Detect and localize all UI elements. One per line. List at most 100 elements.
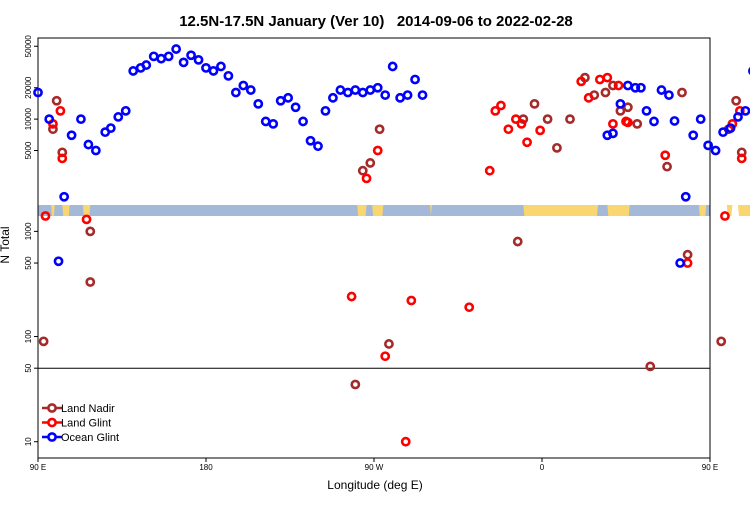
ocean-glint-point xyxy=(44,114,55,125)
ocean-glint-point xyxy=(380,90,391,100)
ocean-glint-point xyxy=(290,102,301,113)
ocean-glint-point xyxy=(245,85,256,95)
ocean-glint-point xyxy=(675,258,686,268)
y-tick-label: 1000 xyxy=(24,222,33,240)
ocean-glint-point xyxy=(163,51,174,62)
land-segment xyxy=(82,205,91,216)
ocean-glint-point xyxy=(230,87,241,98)
land-glint-point xyxy=(372,145,383,156)
ocean-glint-point xyxy=(636,82,646,93)
x-tick-label: 180 xyxy=(199,463,213,472)
land-glint-point xyxy=(400,436,411,447)
ocean-glint-point xyxy=(186,50,196,61)
land-segment xyxy=(607,205,630,216)
land-glint-point xyxy=(682,258,693,268)
ocean-glint-point xyxy=(703,140,714,151)
land-glint-point xyxy=(535,125,546,136)
y-axis-label: N Total xyxy=(0,226,12,263)
land-nadir-point xyxy=(662,161,672,172)
ocean-glint-point xyxy=(410,74,420,85)
chart-title: 12.5N-17.5N January (Ver 10) 2014-09-06 … xyxy=(179,13,573,30)
x-tick-label: 90 W xyxy=(365,463,384,472)
ocean-glint-point xyxy=(141,60,152,70)
land-nadir-point xyxy=(622,102,633,113)
land-segment xyxy=(523,205,598,216)
land-nadir-point xyxy=(374,124,385,135)
ocean-glint-point xyxy=(283,92,294,103)
ocean-glint-point xyxy=(90,145,101,156)
ocean-glint-point xyxy=(305,135,316,146)
land-nadir-point xyxy=(51,95,62,106)
ocean-glint-point xyxy=(83,139,94,150)
land-nadir-point xyxy=(85,226,96,237)
ocean-glint-point xyxy=(275,95,286,106)
y-tick-label: 50 xyxy=(24,363,33,372)
legend-label-land-glint: Land Glint xyxy=(61,418,111,430)
ocean-glint-point xyxy=(656,85,667,95)
land-nadir-point xyxy=(350,379,361,390)
ocean-glint-point xyxy=(298,116,308,127)
land-glint-point xyxy=(81,214,92,225)
y-tick-label: 10 xyxy=(24,437,33,446)
ocean-glint-point xyxy=(208,66,219,76)
land-glint-point xyxy=(510,114,521,125)
ocean-glint-point xyxy=(740,105,750,116)
land-nadir-point xyxy=(512,236,523,247)
ocean-glint-point xyxy=(357,87,368,98)
land-glint-point xyxy=(380,351,391,362)
ocean-glint-point xyxy=(328,92,338,103)
land-glint-point xyxy=(522,137,532,148)
plot-frame xyxy=(37,37,711,459)
ocean-glint-point xyxy=(335,85,346,95)
land-segment xyxy=(698,205,707,216)
land-glint-point xyxy=(660,150,671,161)
ocean-glint-point xyxy=(171,44,182,54)
land-glint-point xyxy=(361,173,372,184)
land-nadir-point xyxy=(542,114,553,125)
ocean-glint-point xyxy=(66,130,77,141)
land-segment xyxy=(372,205,384,216)
land-nadir-point xyxy=(565,114,575,125)
ocean-glint-point xyxy=(105,123,116,133)
land-segment xyxy=(51,205,55,216)
ocean-glint-point xyxy=(615,98,626,109)
ocean-glint-point xyxy=(733,112,743,122)
y-tick-label: 5000 xyxy=(24,141,33,159)
y-tick-label: 10000 xyxy=(24,107,33,130)
x-axis-label: Longitude (deg E) xyxy=(327,478,422,492)
land-nadir-point xyxy=(682,249,693,260)
legend-marker-land-nadir xyxy=(47,403,57,413)
land-glint-point xyxy=(576,76,587,87)
ocean-glint-point xyxy=(53,256,64,267)
ocean-glint-point xyxy=(313,141,323,152)
land-glint-point xyxy=(406,295,417,306)
land-glint-point xyxy=(40,211,51,221)
ocean-glint-point xyxy=(113,112,124,122)
ocean-glint-point xyxy=(201,62,211,73)
ocean-glint-point xyxy=(178,57,189,68)
ocean-glint-point xyxy=(664,90,674,100)
ocean-glint-point xyxy=(76,114,86,125)
land-nadir-point xyxy=(645,361,656,372)
legend-label-land-nadir: Land Nadir xyxy=(61,403,115,415)
ocean-glint-point xyxy=(718,127,728,138)
land-glint-point xyxy=(622,117,633,128)
ocean-glint-point xyxy=(395,92,406,103)
y-tick-label: 100 xyxy=(24,329,33,343)
ocean-glint-point xyxy=(223,70,234,81)
x-tick-label: 90 E xyxy=(702,463,718,472)
land-glint-point xyxy=(503,124,514,135)
land-nadir-point xyxy=(731,95,742,106)
land-nadir-point xyxy=(608,80,618,91)
ocean-glint-point xyxy=(748,66,750,75)
ocean-glint-point xyxy=(608,128,618,139)
ocean-glint-point xyxy=(268,118,279,129)
ocean-glint-point xyxy=(238,80,249,91)
legend-marker-ocean-glint xyxy=(47,432,57,442)
land-glint-point xyxy=(516,118,527,129)
ocean-glint-point xyxy=(59,191,70,202)
ocean-glint-point xyxy=(320,105,331,116)
ocean-glint-point xyxy=(669,116,680,126)
